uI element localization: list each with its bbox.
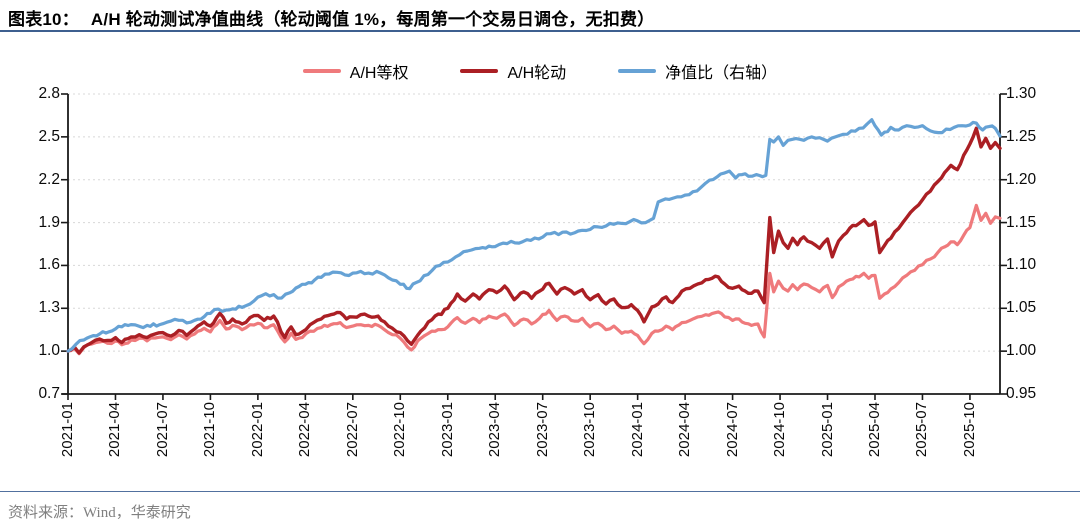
legend-label: A/H轮动: [507, 65, 567, 82]
x-axis-tick-label: 2021-10: [201, 402, 219, 458]
figure-number: 图表10：: [8, 10, 79, 29]
left-axis-tick-label: 0.7: [38, 385, 60, 402]
x-axis-tick-label: 2023-10: [581, 402, 599, 458]
right-axis-tick-label: 1.10: [1006, 256, 1037, 274]
legend-line-swatch: [460, 69, 499, 73]
series-ah-equal-weight: [66, 203, 1002, 356]
x-axis-tick-label: 2022-07: [343, 402, 361, 458]
right-axis-tick-label: 1.00: [1006, 342, 1037, 360]
chart-legend: A/H等权 A/H轮动 净值比（右轴）: [0, 58, 1080, 84]
x-axis-tick-label: 2024-10: [771, 402, 789, 458]
series-ah-rotation: [66, 126, 1002, 355]
x-axis-tick-label: 2024-04: [676, 402, 694, 458]
x-axis-tick-label: 2025-01: [818, 402, 836, 458]
footer-divider: [0, 491, 1080, 492]
x-axis-tick-label: 2023-04: [486, 402, 504, 458]
legend-line-swatch: [302, 69, 341, 73]
left-axis-tick-label: 2.5: [38, 127, 60, 145]
source-note: 资料来源：Wind，华泰研究: [8, 505, 191, 521]
right-axis-tick-label: 1.15: [1006, 213, 1037, 231]
x-axis-tick-label: 2021-04: [106, 402, 124, 458]
x-axis-tick-label: 2022-04: [296, 402, 314, 458]
legend-label: 净值比（右轴）: [665, 65, 778, 82]
series-nav-ratio: [66, 118, 1002, 353]
figure-title-text: A/H 轮动测试净值曲线（轮动阈值 1%，每周第一个交易日调仓，无扣费）: [90, 10, 655, 29]
x-axis-tick-label: 2022-01: [248, 402, 266, 458]
right-axis-tick-label: 0.95: [1006, 385, 1037, 402]
title-underline: [0, 30, 1080, 32]
right-axis-tick-label: 1.05: [1006, 299, 1037, 317]
left-axis-tick-label: 1.6: [38, 256, 60, 274]
x-axis-tick-label: 2025-10: [960, 402, 978, 458]
legend-item-nav-ratio: 净值比（右轴）: [618, 59, 777, 83]
figure-title: 图表10： A/H 轮动测试净值曲线（轮动阈值 1%，每周第一个交易日调仓，无扣费…: [8, 5, 654, 30]
x-axis-tick-label: 2024-01: [628, 402, 646, 458]
legend-label: A/H等权: [349, 65, 409, 82]
left-axis-tick-label: 1.0: [38, 342, 60, 360]
x-axis-tick-label: 2025-07: [913, 402, 931, 458]
left-axis-tick-label: 1.9: [38, 213, 60, 231]
x-axis-tick-label: 2021-01: [59, 402, 76, 458]
legend-item-ah-equal-weight: A/H等权: [302, 59, 409, 83]
right-axis-tick-label: 1.20: [1006, 170, 1037, 188]
left-axis-tick-label: 1.3: [38, 299, 60, 317]
x-axis-tick-label: 2023-07: [533, 402, 551, 458]
left-axis-tick-label: 2.8: [38, 85, 60, 102]
x-axis-tick-label: 2025-04: [865, 402, 883, 458]
x-axis-tick-label: 2023-01: [438, 402, 456, 458]
legend-line-swatch: [618, 69, 657, 73]
legend-item-ah-rotation: A/H轮动: [460, 59, 566, 83]
x-axis-tick-label: 2021-07: [153, 402, 171, 458]
left-axis-tick-label: 2.2: [38, 170, 60, 188]
right-axis-tick-label: 1.25: [1006, 127, 1037, 145]
x-axis-tick-label: 2024-07: [723, 402, 741, 458]
right-axis-tick-label: 1.30: [1006, 85, 1037, 102]
x-axis-tick-label: 2022-10: [391, 402, 409, 458]
